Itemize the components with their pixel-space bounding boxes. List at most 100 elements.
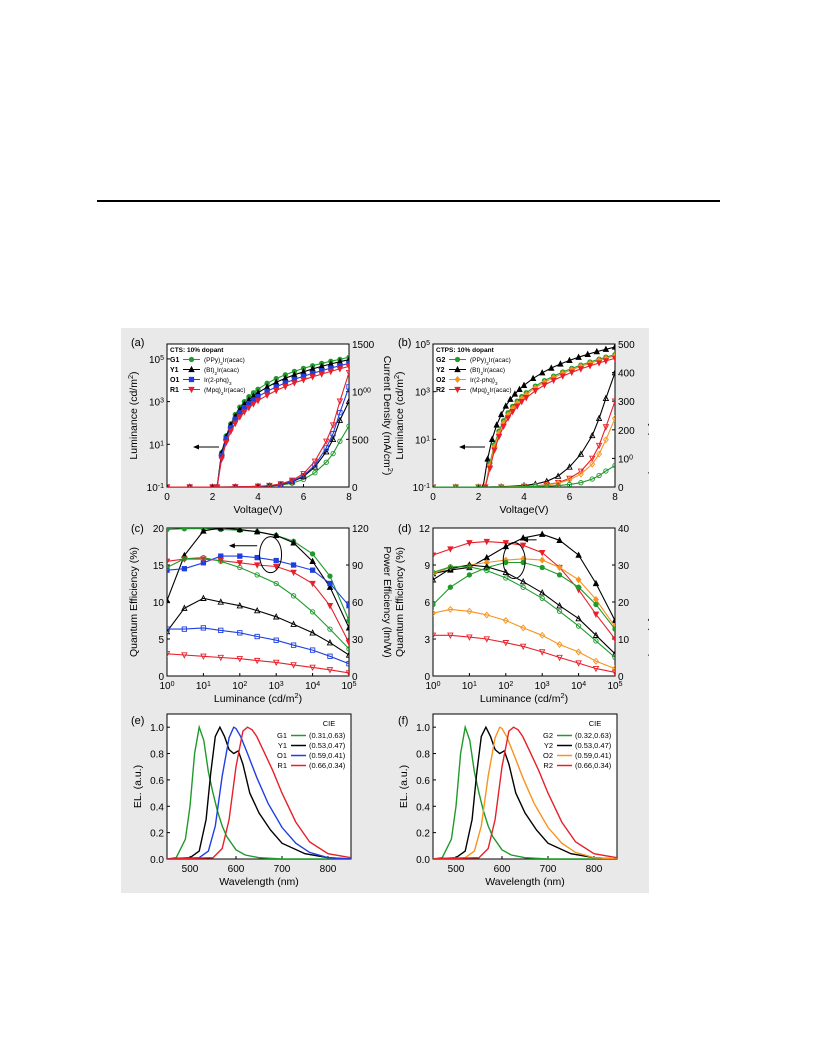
legend-id: R1 (170, 387, 179, 394)
data-point (236, 602, 244, 609)
data-point (272, 531, 280, 539)
series-line (167, 726, 351, 859)
y-tick-label: 10-1 (147, 483, 164, 495)
data-point (346, 661, 349, 667)
data-point (611, 344, 615, 350)
y2-tick-label: 90 (352, 561, 364, 572)
data-point (327, 573, 333, 579)
y-tick-label: 103 (415, 387, 430, 399)
chart-panel-4: (e) 500 600 700 800 0.0 0.2 0.4 0.6 0.8 1.0 Wavelen… (131, 713, 352, 888)
data-point (217, 654, 225, 662)
data-point (227, 428, 234, 436)
data-point (575, 576, 582, 584)
data-point (502, 568, 510, 576)
data-point (538, 550, 546, 557)
data-point (272, 563, 280, 571)
legend-marker (454, 386, 461, 394)
data-point (592, 665, 600, 673)
data-point (523, 395, 530, 402)
data-point (345, 369, 349, 377)
data-point (290, 539, 297, 546)
data-point (578, 480, 584, 486)
x-tick-label: 800 (586, 864, 603, 875)
legend-id: R1 (277, 761, 287, 770)
data-point (312, 470, 318, 476)
y-tick-label: 0.4 (150, 802, 164, 813)
x-tick-label: 103 (535, 681, 550, 693)
data-point (575, 353, 582, 360)
series-y2 (433, 725, 617, 859)
legend-label: (Mpq)2Ir(acac) (470, 387, 512, 396)
data-point (484, 455, 491, 462)
x-tick-label: 101 (462, 681, 477, 693)
data-point (167, 558, 171, 565)
x-axis-label: Voltage(V) (499, 504, 548, 516)
x-tick-label: 6 (567, 492, 573, 503)
series-line (167, 557, 349, 650)
data-point (254, 633, 260, 640)
x-axis-label: Wavelength (nm) (485, 876, 565, 888)
legend-id: O2 (543, 751, 553, 760)
data-point (498, 484, 504, 487)
data-point (589, 455, 596, 463)
data-point (550, 377, 557, 384)
data-point (593, 347, 601, 355)
series-r1-pe (167, 651, 349, 676)
data-point (602, 424, 610, 431)
data-point (329, 422, 337, 429)
data-point (209, 484, 216, 487)
series-g1-pe (167, 554, 349, 652)
data-point (433, 569, 436, 576)
y-tick-label: 6 (424, 598, 430, 609)
x-axis-label: Luminance (cd/m2) (214, 691, 302, 706)
legend-label: (0.32,0.63) (575, 731, 612, 740)
legend-marker (188, 356, 195, 363)
legend-label: (Mpq)2Ir(acac) (204, 387, 246, 396)
data-point (254, 554, 260, 561)
data-point (237, 553, 243, 559)
y-tick-label: 0.6 (150, 776, 164, 787)
data-point (602, 394, 610, 401)
data-point (309, 629, 316, 636)
series-line (167, 725, 351, 859)
data-point (250, 401, 257, 408)
data-point (433, 632, 437, 639)
x-tick-label: 500 (182, 864, 199, 875)
data-point (532, 483, 539, 487)
series-line (167, 627, 349, 665)
data-point (290, 642, 297, 648)
series-g2-pe (433, 564, 615, 661)
data-point (521, 484, 527, 487)
data-point (596, 472, 602, 479)
data-point (346, 603, 349, 609)
data-point (218, 627, 224, 634)
data-point (181, 556, 188, 562)
data-point (167, 564, 170, 571)
data-point (346, 384, 349, 390)
data-point (309, 557, 316, 564)
data-point (602, 358, 610, 365)
data-point (326, 639, 334, 646)
y2-tick-label: 400 (618, 369, 635, 380)
data-point (336, 366, 344, 373)
data-point (254, 572, 260, 578)
data-point (502, 640, 510, 647)
data-point (346, 617, 349, 624)
legend-marker (188, 365, 195, 373)
data-point (282, 383, 289, 391)
data-point (493, 421, 500, 428)
data-point (539, 595, 545, 601)
data-point (539, 564, 545, 571)
data-point (345, 624, 349, 631)
legend-label: (Bt)2Ir(acac) (470, 367, 505, 376)
data-point (246, 400, 252, 407)
y-tick-label: 0.2 (150, 829, 164, 840)
data-point (346, 360, 349, 367)
data-point (589, 431, 596, 439)
data-point (272, 613, 280, 620)
y-tick-label: 0.0 (150, 855, 164, 866)
data-point (236, 414, 244, 421)
data-point (447, 584, 454, 590)
data-point (595, 442, 603, 450)
data-point (218, 456, 225, 463)
